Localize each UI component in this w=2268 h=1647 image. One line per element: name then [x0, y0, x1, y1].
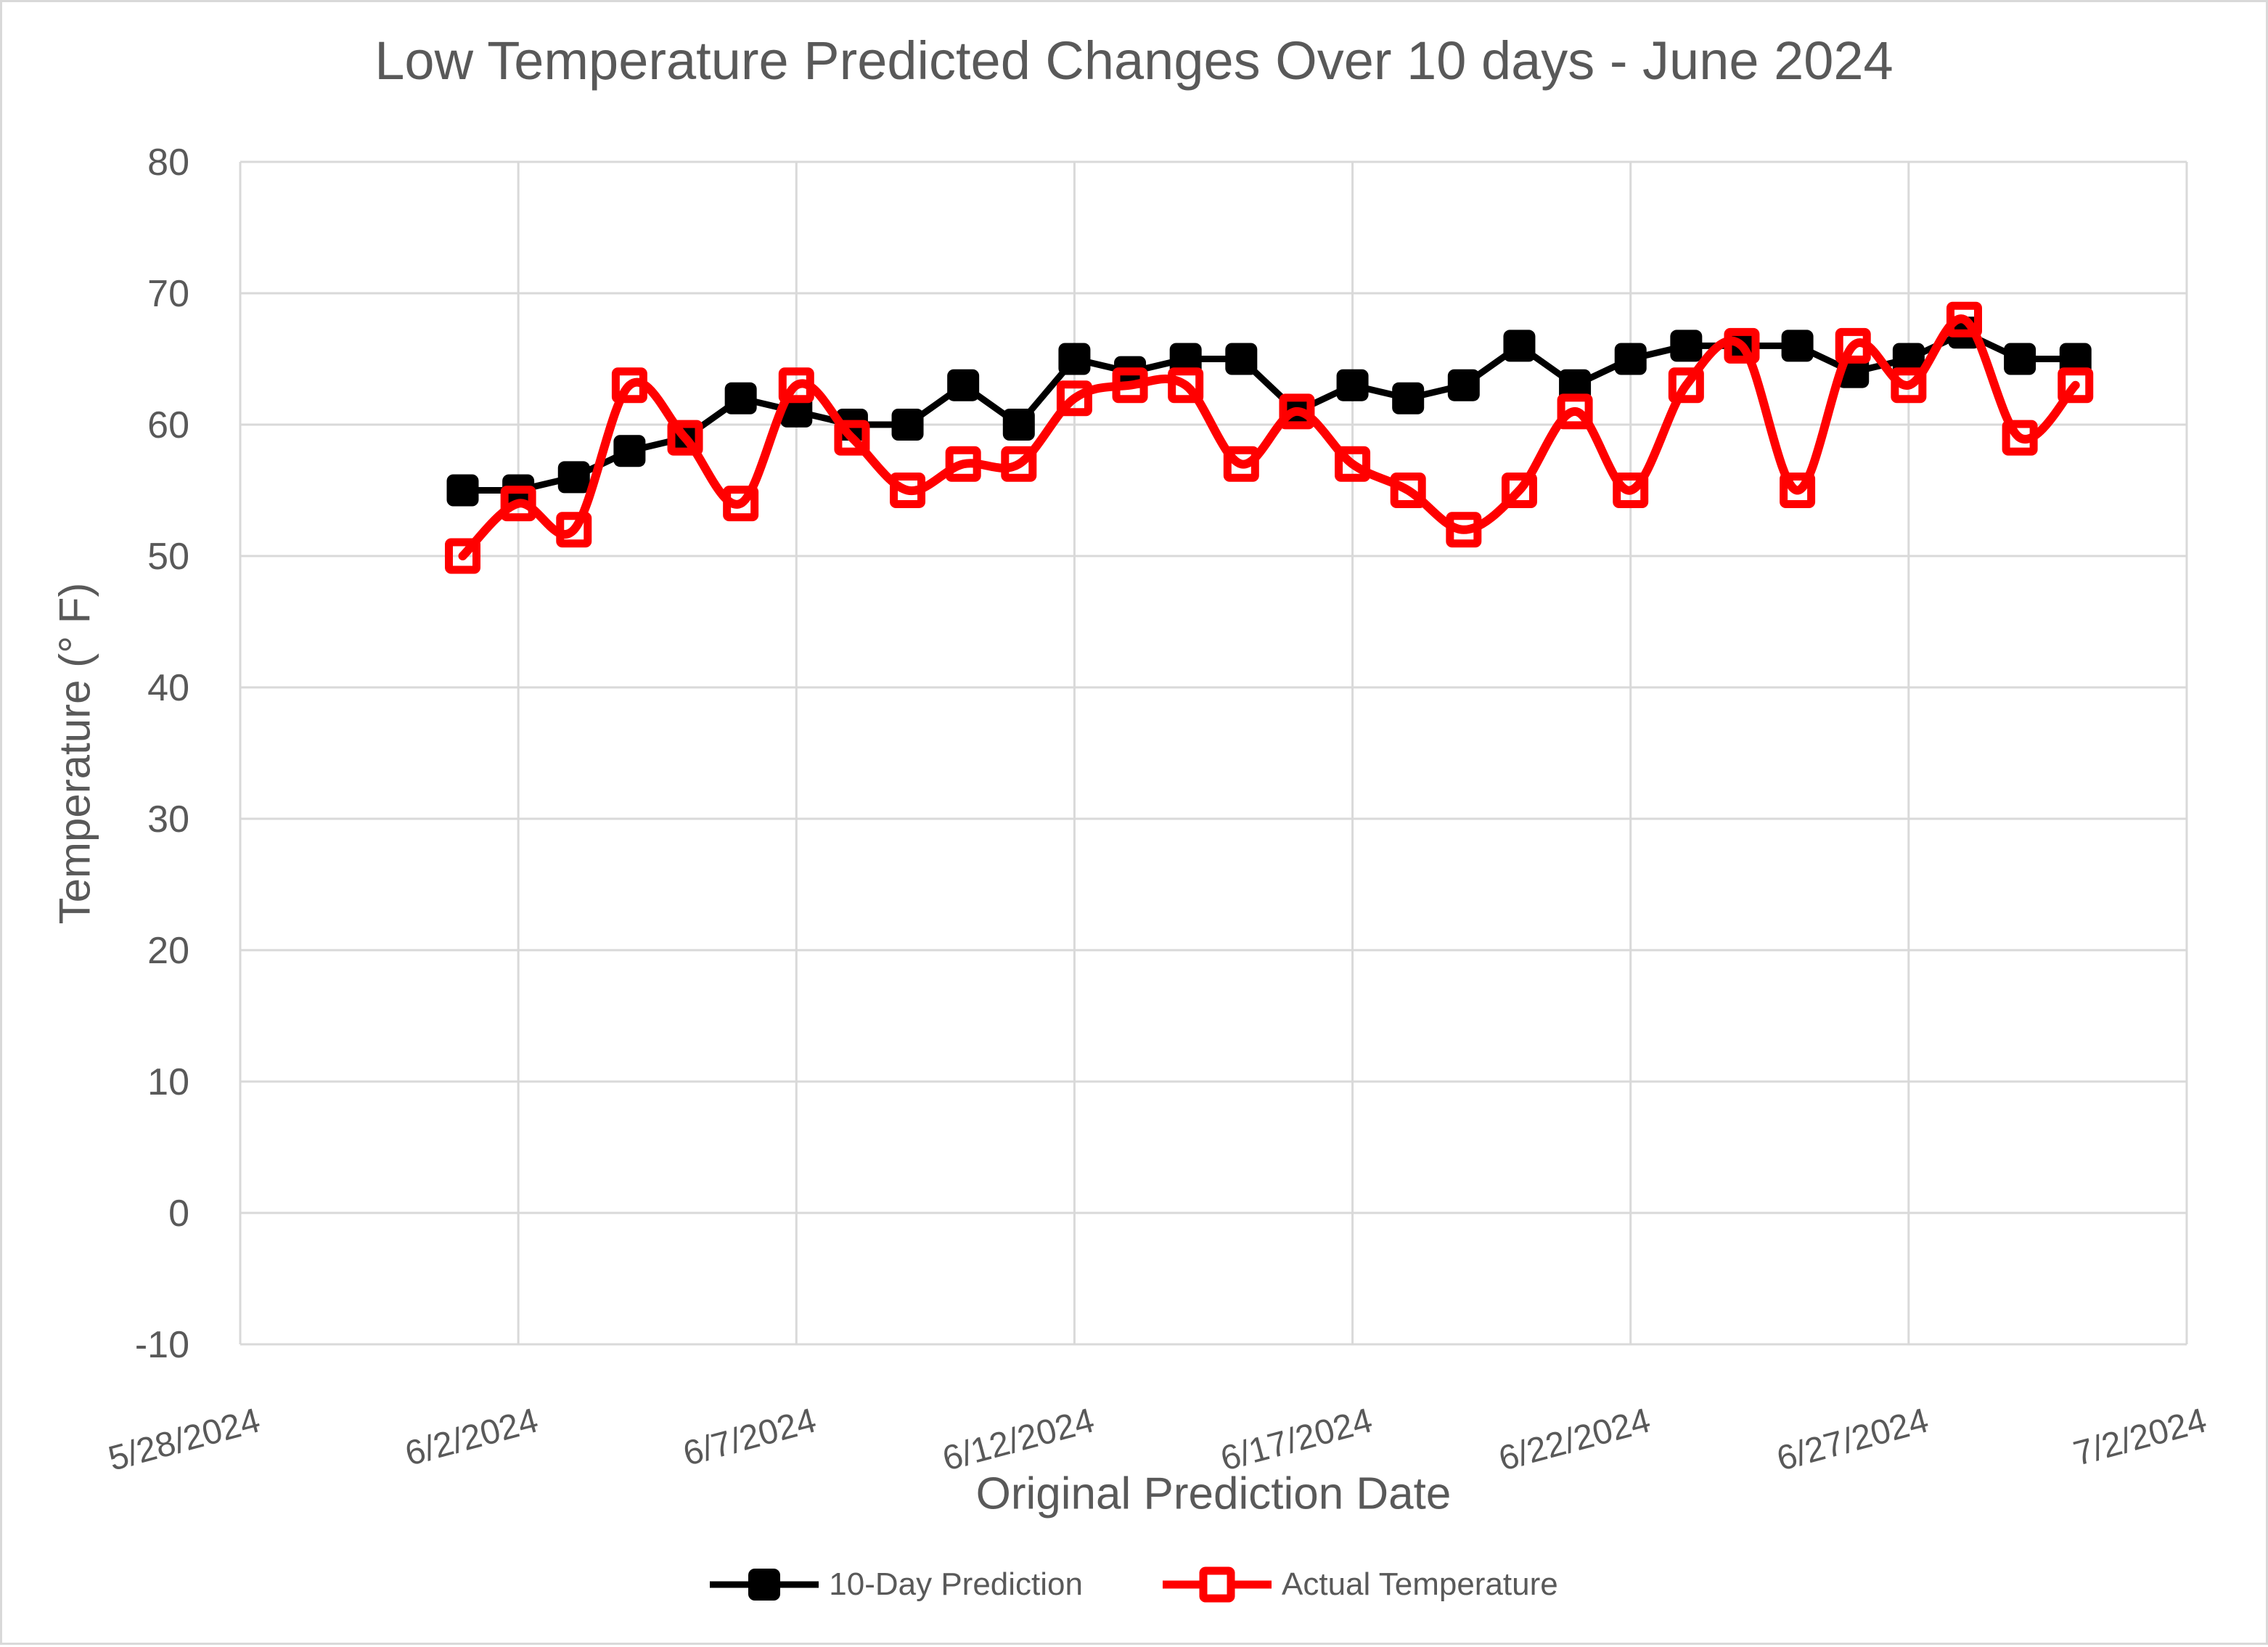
data-point-marker [1668, 367, 1704, 404]
data-point-marker [1503, 330, 1536, 362]
data-point-marker [1002, 409, 1035, 441]
data-point-marker [1058, 343, 1091, 375]
x-tick-label: 6/12/2024 [938, 1401, 1098, 1478]
legend-label-actual: Actual Temperature [1282, 1566, 1558, 1602]
data-point-marker [890, 473, 926, 508]
data-point-marker [1447, 369, 1480, 401]
x-tick-labels: 5/28/2024 6/2/2024 6/7/2024 6/12/2024 6/17/2… [105, 1401, 2211, 1478]
y-tick-label: 20 [147, 930, 189, 972]
data-point-marker [1336, 369, 1369, 401]
data-point-marker [500, 486, 536, 522]
x-tick-label: 6/2/2024 [401, 1401, 542, 1474]
data-point-marker [1557, 393, 1593, 430]
data-point-marker [1670, 330, 1703, 362]
data-point-marker [1781, 330, 1814, 362]
data-point-marker [1112, 367, 1148, 404]
data-point-marker [556, 512, 592, 548]
series-10-day-prediction [446, 316, 2092, 507]
x-tick-label: 6/27/2024 [1773, 1401, 1933, 1478]
data-point-marker [891, 409, 924, 441]
x-tick-label: 7/2/2024 [2070, 1401, 2211, 1474]
data-point-marker [1390, 473, 1426, 508]
series-actual-temperature [445, 301, 2094, 574]
data-point-marker [667, 420, 703, 456]
series-line [458, 314, 2080, 560]
data-point-marker [834, 420, 870, 456]
data-point-marker [613, 435, 646, 467]
x-tick-label: 6/22/2024 [1495, 1401, 1655, 1478]
gridlines [239, 160, 2188, 1346]
chart-title: Low Temperature Predicted Changes Over 1… [374, 30, 1894, 91]
x-tick-label: 5/28/2024 [105, 1401, 264, 1478]
data-point-marker [1169, 343, 1202, 375]
legend-item-actual: Actual Temperature [1163, 1563, 1558, 1606]
data-point-marker [2058, 367, 2094, 404]
data-point-marker [1613, 473, 1649, 508]
data-point-marker [1001, 446, 1037, 482]
y-tick-labels: 80 70 60 50 40 30 20 10 0 -10 [135, 142, 189, 1366]
legend-swatch-actual-icon [1163, 1566, 1272, 1603]
y-tick-label: 10 [147, 1061, 189, 1103]
y-tick-label: 40 [147, 667, 189, 709]
data-point-marker [945, 446, 981, 482]
data-point-marker [557, 461, 590, 494]
x-tick-label: 6/17/2024 [1216, 1401, 1376, 1478]
data-point-marker [1501, 473, 1537, 508]
legend-swatch-prediction-icon [710, 1569, 819, 1601]
y-tick-label: 70 [147, 273, 189, 315]
data-point-marker [1892, 343, 1925, 375]
data-point-marker [1891, 367, 1927, 404]
data-point-marker [1335, 446, 1371, 482]
data-point-marker [2002, 420, 2038, 456]
y-tick-label: 80 [147, 142, 189, 184]
data-point-marker [724, 382, 757, 414]
data-point-marker [2004, 343, 2036, 375]
legend-label-prediction: 10-Day Prediction [829, 1566, 1083, 1602]
data-point-marker [1614, 343, 1647, 375]
data-point-marker [1835, 327, 1871, 364]
data-point-marker [445, 538, 481, 574]
y-axis-title: Temperature (° F) [50, 582, 99, 925]
y-tick-label: 50 [147, 536, 189, 578]
data-point-marker [1780, 473, 1816, 508]
data-point-marker [2059, 343, 2092, 375]
x-tick-label: 6/7/2024 [679, 1401, 820, 1474]
data-point-marker [446, 474, 479, 507]
data-point-marker [1559, 369, 1592, 401]
y-tick-label: -10 [135, 1324, 189, 1366]
data-point-marker [1392, 382, 1425, 414]
y-tick-label: 0 [168, 1193, 189, 1235]
legend: 10-Day Prediction Actual Temperature [2, 1563, 2266, 1606]
data-point-marker [947, 369, 980, 401]
data-point-marker [1225, 343, 1258, 375]
data-point-marker [723, 486, 759, 522]
y-tick-label: 30 [147, 798, 189, 841]
data-point-marker [1946, 301, 1982, 338]
legend-item-prediction: 10-Day Prediction [710, 1563, 1083, 1606]
y-tick-label: 60 [147, 404, 189, 446]
x-axis-title: Original Prediction Date [975, 1468, 1452, 1519]
data-point-marker [1168, 367, 1204, 404]
data-point-marker [778, 367, 814, 404]
data-point-marker [1223, 446, 1259, 482]
data-point-marker [1724, 327, 1760, 364]
data-point-marker [1446, 512, 1482, 548]
data-point-marker [1279, 393, 1315, 430]
data-point-marker [1056, 380, 1092, 417]
data-point-marker [611, 367, 647, 404]
